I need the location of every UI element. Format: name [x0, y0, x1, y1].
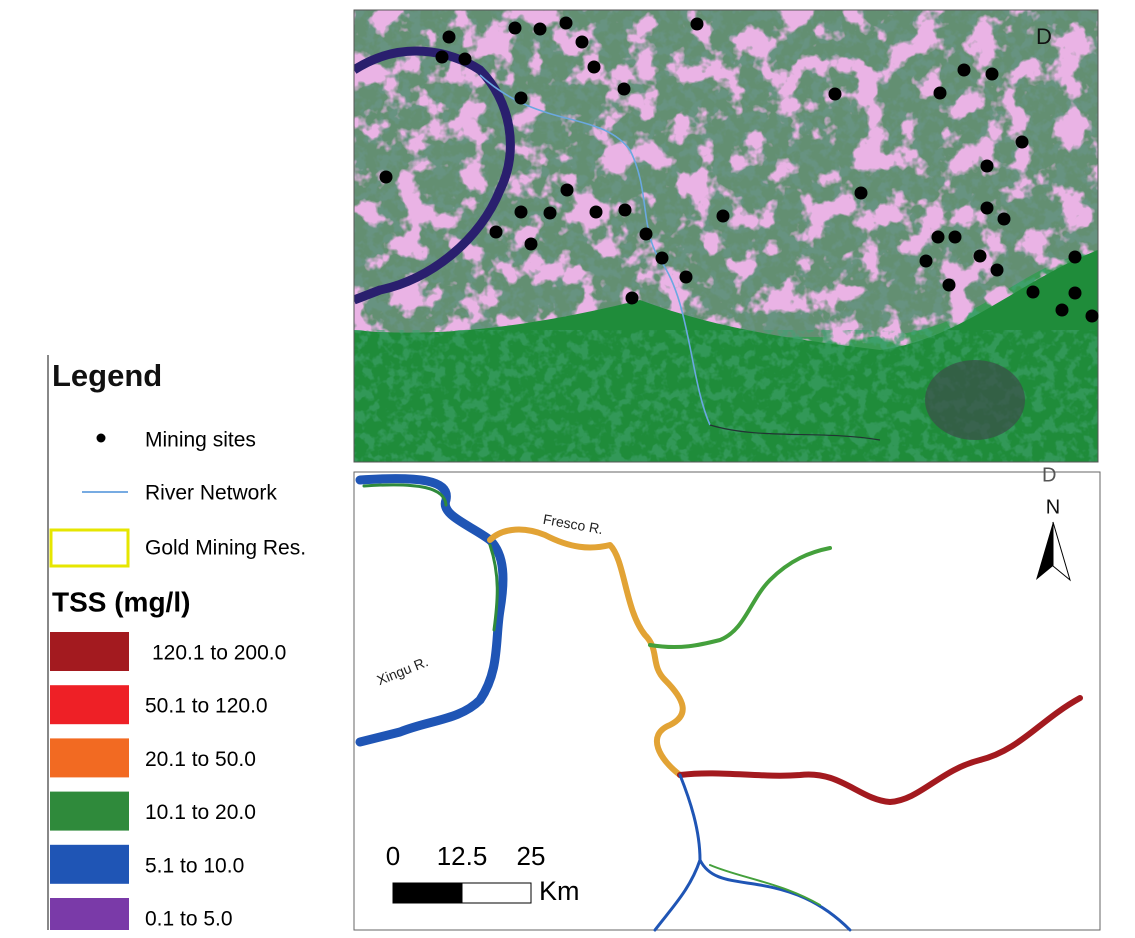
mining-site: [981, 202, 994, 215]
legend-symbol: [51, 530, 128, 566]
mining-site: [656, 252, 669, 265]
scale-segment: [393, 883, 462, 903]
mining-site: [1086, 310, 1099, 323]
mining-site: [932, 231, 945, 244]
mining-site: [560, 17, 573, 30]
mining-site: [855, 187, 868, 200]
mining-site: [998, 213, 1011, 226]
mining-site: [590, 206, 603, 219]
mining-site: [626, 292, 639, 305]
mining-site: [1016, 136, 1029, 149]
mining-site: [561, 184, 574, 197]
mining-site: [680, 271, 693, 284]
legend-label: 50.1 to 120.0: [145, 695, 268, 718]
legend-title: TSS (mg/l): [52, 586, 190, 617]
mining-site: [490, 226, 503, 239]
mining-site: [618, 83, 631, 96]
legend-swatch: [50, 792, 129, 831]
legend: Mining sites River Network Gold Mining Res…: [50, 429, 306, 931]
mining-site: [986, 68, 999, 81]
legend-symbol: [97, 434, 106, 443]
legend-swatch: [50, 632, 129, 671]
mining-site: [943, 279, 956, 292]
mining-site: [974, 250, 987, 263]
mining-site: [920, 255, 933, 268]
mining-site: [691, 18, 704, 31]
mining-site: [829, 88, 842, 101]
mining-site: [380, 171, 393, 184]
mining-site: [436, 51, 449, 64]
mining-site: [588, 61, 601, 74]
legend-title: Legend: [52, 358, 162, 393]
mining-site: [1027, 286, 1040, 299]
mining-site: [515, 206, 528, 219]
mining-site: [1069, 251, 1082, 264]
mining-site: [459, 53, 472, 66]
mining-site: [958, 64, 971, 77]
mining-site: [544, 207, 557, 220]
mining-site: [619, 204, 632, 217]
legend-swatch: [50, 898, 129, 930]
panel-label: D: [1036, 24, 1052, 49]
legend-label: Gold Mining Res.: [145, 537, 306, 560]
mining-site: [949, 231, 962, 244]
mining-site: [534, 23, 547, 36]
mining-site: [509, 22, 522, 35]
scale-unit: Km: [539, 876, 580, 906]
legend-label: River Network: [145, 482, 277, 505]
scale-segment: [462, 883, 531, 903]
scale-label: 25: [517, 841, 546, 871]
legend-swatch: [50, 685, 129, 724]
legend-label: 0.1 to 5.0: [145, 908, 233, 931]
north-label: N: [1046, 496, 1060, 518]
mining-site: [1069, 287, 1082, 300]
legend-label: 20.1 to 50.0: [145, 748, 256, 771]
scale-label: 12.5: [437, 841, 488, 871]
mining-site: [981, 160, 994, 173]
satellite-panel: [354, 10, 1098, 462]
mining-site: [576, 36, 589, 49]
mining-site: [934, 87, 947, 100]
figure: D D Fresco R. Xingu R. N 012.525Km Legen…: [0, 0, 1135, 933]
mining-site: [991, 264, 1004, 277]
mining-site: [525, 238, 538, 251]
mining-site: [717, 210, 730, 223]
panel-label: D: [1042, 464, 1056, 486]
legend-label: Mining sites: [145, 429, 256, 452]
mining-site: [515, 92, 528, 105]
legend-label: 5.1 to 10.0: [145, 854, 244, 877]
legend-swatch: [50, 845, 129, 884]
mining-site: [1056, 304, 1069, 317]
mining-site: [640, 228, 653, 241]
legend-label: 10.1 to 20.0: [145, 801, 256, 824]
scale-label: 0: [386, 841, 400, 871]
legend-swatch: [50, 738, 129, 777]
legend-label: 120.1 to 200.0: [152, 642, 286, 665]
mining-site: [443, 31, 456, 44]
